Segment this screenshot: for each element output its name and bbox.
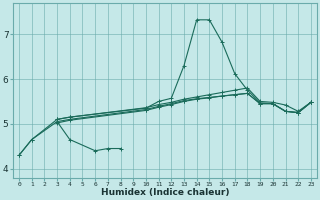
X-axis label: Humidex (Indice chaleur): Humidex (Indice chaleur) (101, 188, 229, 197)
